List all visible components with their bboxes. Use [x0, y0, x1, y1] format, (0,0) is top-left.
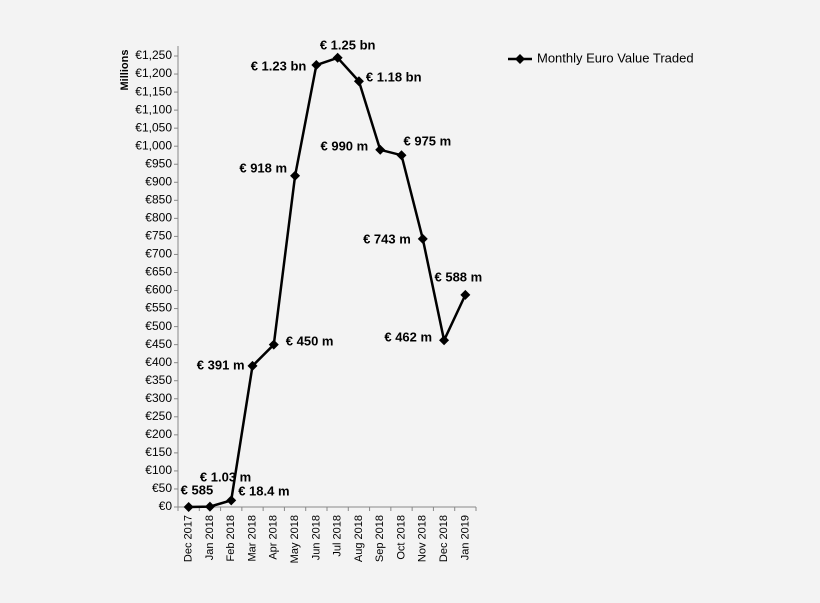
marker [226, 495, 237, 506]
marker [268, 339, 279, 350]
y-tick-label: €650 [145, 265, 172, 279]
y-tick-label: €0 [159, 499, 173, 513]
y-tick-label: €550 [145, 301, 172, 315]
y-tick-label: €700 [145, 247, 172, 261]
y-tick-label: €350 [145, 373, 172, 387]
y-tick-label: €1,050 [135, 120, 172, 134]
y-tick-label: €150 [145, 445, 172, 459]
x-tick-label: Oct 2018 [395, 515, 407, 560]
y-tick-label: €1,000 [135, 138, 172, 152]
x-tick-label: Apr 2018 [268, 515, 280, 560]
x-tick-label: Jul 2018 [332, 515, 344, 557]
marker [439, 335, 450, 346]
y-tick-label: €250 [145, 409, 172, 423]
value-label: € 918 m [239, 160, 287, 175]
marker [375, 144, 386, 155]
value-label: € 1.18 bn [366, 69, 422, 84]
x-tick-label: Feb 2018 [225, 515, 237, 561]
y-tick-label: €300 [145, 391, 172, 405]
y-tick-label: €1,100 [135, 102, 172, 116]
y-tick-label: €400 [145, 355, 172, 369]
y-tick-label: €1,200 [135, 66, 172, 80]
value-label: € 450 m [286, 333, 334, 348]
y-tick-label: €450 [145, 337, 172, 351]
value-label: € 1.23 bn [251, 58, 307, 73]
x-tick-label: Sep 2018 [374, 515, 386, 562]
y-tick-label: €750 [145, 229, 172, 243]
marker [183, 501, 194, 512]
x-tick-label: May 2018 [289, 515, 301, 563]
x-tick-label: Mar 2018 [246, 515, 258, 561]
marker [247, 360, 258, 371]
value-label: € 1.25 bn [320, 37, 376, 52]
y-tick-label: €200 [145, 427, 172, 441]
y-tick-label: €50 [152, 481, 172, 495]
value-label: € 975 m [404, 133, 452, 148]
y-axis-label: Millions [119, 50, 131, 91]
x-tick-label: Dec 2017 [183, 515, 195, 562]
value-label: € 990 m [321, 138, 369, 153]
marker [460, 289, 471, 300]
marker [311, 60, 322, 71]
marker [204, 501, 215, 512]
y-tick-label: €1,150 [135, 84, 172, 98]
x-tick-label: Jan 2019 [459, 515, 471, 560]
value-label: € 391 m [197, 357, 245, 372]
x-tick-label: Dec 2018 [438, 515, 450, 562]
y-tick-label: €100 [145, 463, 172, 477]
marker [290, 170, 301, 181]
value-label: € 585 [181, 482, 214, 497]
y-tick-label: €800 [145, 211, 172, 225]
y-tick-label: €500 [145, 319, 172, 333]
y-tick-label: €950 [145, 156, 172, 170]
y-tick-label: €600 [145, 283, 172, 297]
marker [396, 150, 407, 161]
value-label: € 18.4 m [238, 483, 289, 498]
legend-label: Monthly Euro Value Traded [537, 50, 694, 65]
y-tick-label: €900 [145, 174, 172, 188]
marker [417, 233, 428, 244]
value-label: € 588 m [435, 269, 483, 284]
y-tick-label: €1,250 [135, 48, 172, 62]
value-label: € 1.03 m [200, 469, 251, 484]
x-tick-label: Aug 2018 [353, 515, 365, 562]
value-label: € 743 m [363, 231, 411, 246]
x-tick-label: Jun 2018 [310, 515, 322, 560]
x-tick-label: Nov 2018 [417, 515, 429, 562]
legend-marker [515, 54, 525, 64]
y-tick-label: €850 [145, 192, 172, 206]
marker [332, 52, 343, 63]
data-line [188, 56, 467, 509]
marker [353, 76, 364, 87]
value-label: € 462 m [384, 329, 432, 344]
x-tick-label: Jan 2018 [204, 515, 216, 560]
